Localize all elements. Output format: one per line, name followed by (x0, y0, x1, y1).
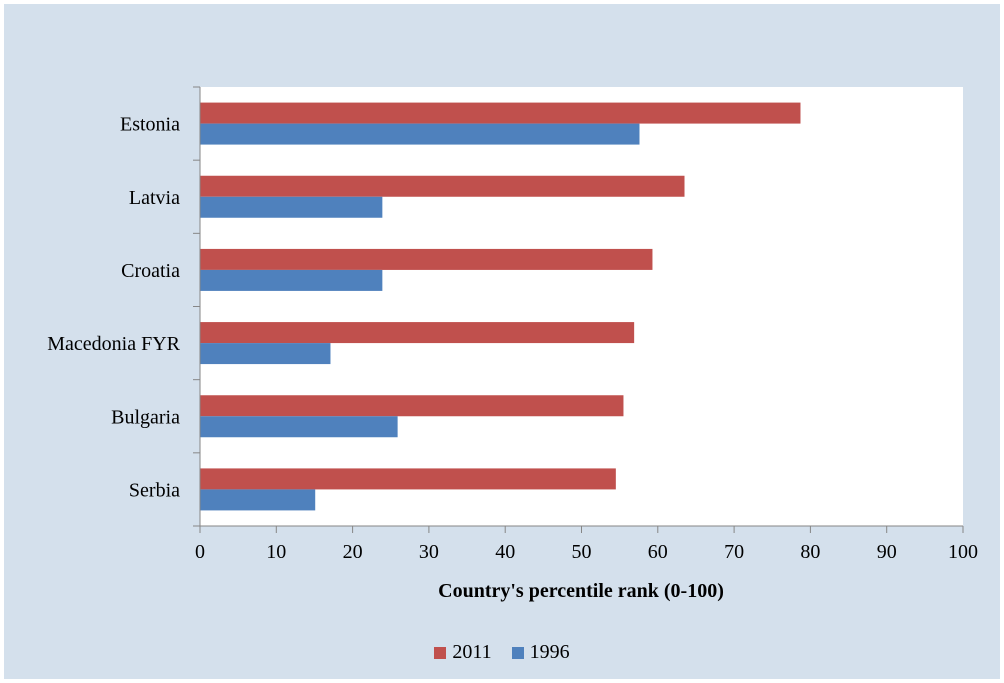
x-tick-label: 80 (800, 541, 820, 563)
legend-item-2011: 2011 (434, 641, 492, 664)
legend-label: 1996 (529, 641, 570, 663)
bar-estonia-2011 (200, 102, 801, 124)
x-tick-label: 90 (877, 541, 897, 563)
x-axis-title: Country's percentile rank (0-100) (438, 580, 724, 602)
category-label: Serbia (129, 479, 180, 501)
bar-serbia-2011 (200, 468, 616, 490)
bar-macedonia-fyr-1996 (200, 343, 331, 365)
x-tick-label: 20 (343, 541, 363, 563)
bar-estonia-1996 (200, 123, 640, 145)
x-tick-label: 100 (948, 541, 978, 563)
bar-serbia-1996 (200, 489, 316, 511)
category-label: Bulgaria (111, 406, 180, 428)
x-tick-label: 50 (572, 541, 592, 563)
plot-area (200, 87, 963, 526)
bar-croatia-2011 (200, 248, 653, 270)
legend-swatch (434, 646, 447, 659)
bar-macedonia-fyr-2011 (200, 322, 635, 344)
x-tick-label: 70 (724, 541, 744, 563)
category-label: Latvia (129, 187, 180, 209)
legend-swatch (511, 646, 524, 659)
legend-item-1996: 1996 (511, 641, 570, 664)
bar-latvia-2011 (200, 175, 685, 197)
bar-croatia-1996 (200, 269, 383, 291)
category-label: Croatia (121, 260, 180, 282)
x-tick-label: 30 (419, 541, 439, 563)
bar-bulgaria-1996 (200, 416, 398, 438)
x-tick-label: 40 (495, 541, 515, 563)
x-tick-label: 0 (195, 541, 205, 563)
legend: 2011 1996 (0, 641, 1004, 664)
legend-label: 2011 (452, 641, 492, 663)
x-tick-label: 10 (266, 541, 286, 563)
category-label: Macedonia FYR (47, 333, 180, 355)
category-label: Estonia (120, 114, 180, 136)
x-tick-label: 60 (648, 541, 668, 563)
bar-latvia-1996 (200, 196, 383, 218)
bar-bulgaria-2011 (200, 395, 624, 417)
